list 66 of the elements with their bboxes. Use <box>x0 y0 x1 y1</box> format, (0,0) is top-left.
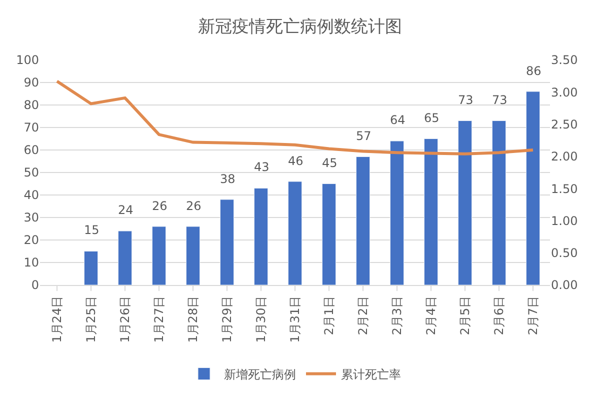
data-label: 73 <box>492 93 508 107</box>
x-tick-label: 2月6日 <box>492 296 506 336</box>
x-tick-label: 1月29日 <box>220 296 234 343</box>
y-tick-label: 90 <box>24 76 39 90</box>
y2-tick-label: 2.50 <box>551 117 578 132</box>
y-tick-label: 10 <box>24 256 39 270</box>
x-tick-label: 1月30日 <box>254 296 268 343</box>
x-tick-label: 2月1日 <box>322 296 336 336</box>
data-label: 15 <box>84 223 100 237</box>
data-label: 24 <box>118 203 134 217</box>
x-tick-label: 2月4日 <box>424 296 438 336</box>
chart-title: 新冠疫情死亡病例数统计图 <box>198 16 402 37</box>
y2-tick-label: 2.00 <box>551 150 578 164</box>
bar <box>254 188 268 285</box>
bar <box>458 120 472 285</box>
y2-tick-label: 3.00 <box>551 85 578 100</box>
y-tick-label: 30 <box>24 210 39 225</box>
y2-tick-label: 1.00 <box>551 214 578 228</box>
bar <box>322 184 336 285</box>
bar <box>152 226 166 285</box>
y-tick-label: 0 <box>31 278 39 292</box>
y-tick-label: 20 <box>24 233 39 248</box>
bar <box>390 140 404 285</box>
y2-tick-label: 3.50 <box>551 53 578 68</box>
y-tick-label: 100 <box>16 53 39 68</box>
y-tick-label: 40 <box>24 188 39 202</box>
x-tick-label: 1月27日 <box>152 296 166 343</box>
data-label: 86 <box>526 64 542 78</box>
y-tick-label: 50 <box>24 166 39 180</box>
data-label: 73 <box>458 93 474 107</box>
x-tick-label: 1月24日 <box>50 296 64 343</box>
bar <box>526 91 540 285</box>
data-label: 65 <box>424 111 440 125</box>
data-label: 64 <box>390 113 406 127</box>
y-tick-label: 70 <box>24 120 39 135</box>
data-label: 26 <box>186 199 202 213</box>
bar <box>424 138 438 285</box>
x-tick-label: 1月26日 <box>118 296 132 343</box>
y-tick-label: 80 <box>24 98 39 112</box>
bar <box>84 251 98 285</box>
legend-label: 新增死亡病例 <box>224 367 296 382</box>
x-tick-label: 1月28日 <box>186 296 200 343</box>
y-tick-label: 60 <box>24 143 39 158</box>
x-tick-label: 1月25日 <box>84 296 98 343</box>
data-label: 26 <box>152 199 168 213</box>
x-tick-label: 2月5日 <box>458 296 472 336</box>
y2-tick-label: 0.00 <box>551 278 578 292</box>
bar <box>220 199 234 285</box>
data-label: 43 <box>254 160 270 174</box>
y2-tick-label: 0.50 <box>551 246 578 260</box>
x-tick-label: 2月2日 <box>356 296 370 336</box>
legend-label: 累计死亡率 <box>341 367 401 382</box>
line-series <box>56 80 534 156</box>
bar <box>288 181 302 285</box>
x-tick-label: 1月31日 <box>288 296 302 343</box>
x-tick-label: 2月7日 <box>526 296 540 336</box>
data-label: 46 <box>288 154 304 168</box>
bar <box>118 230 132 285</box>
bar <box>186 226 200 285</box>
data-label: 45 <box>322 156 338 170</box>
data-label: 57 <box>356 129 372 143</box>
y2-tick-label: 1.50 <box>551 182 578 196</box>
bar <box>356 156 370 285</box>
data-label: 38 <box>220 172 236 186</box>
x-tick-label: 2月3日 <box>390 296 404 336</box>
bar <box>492 120 506 285</box>
